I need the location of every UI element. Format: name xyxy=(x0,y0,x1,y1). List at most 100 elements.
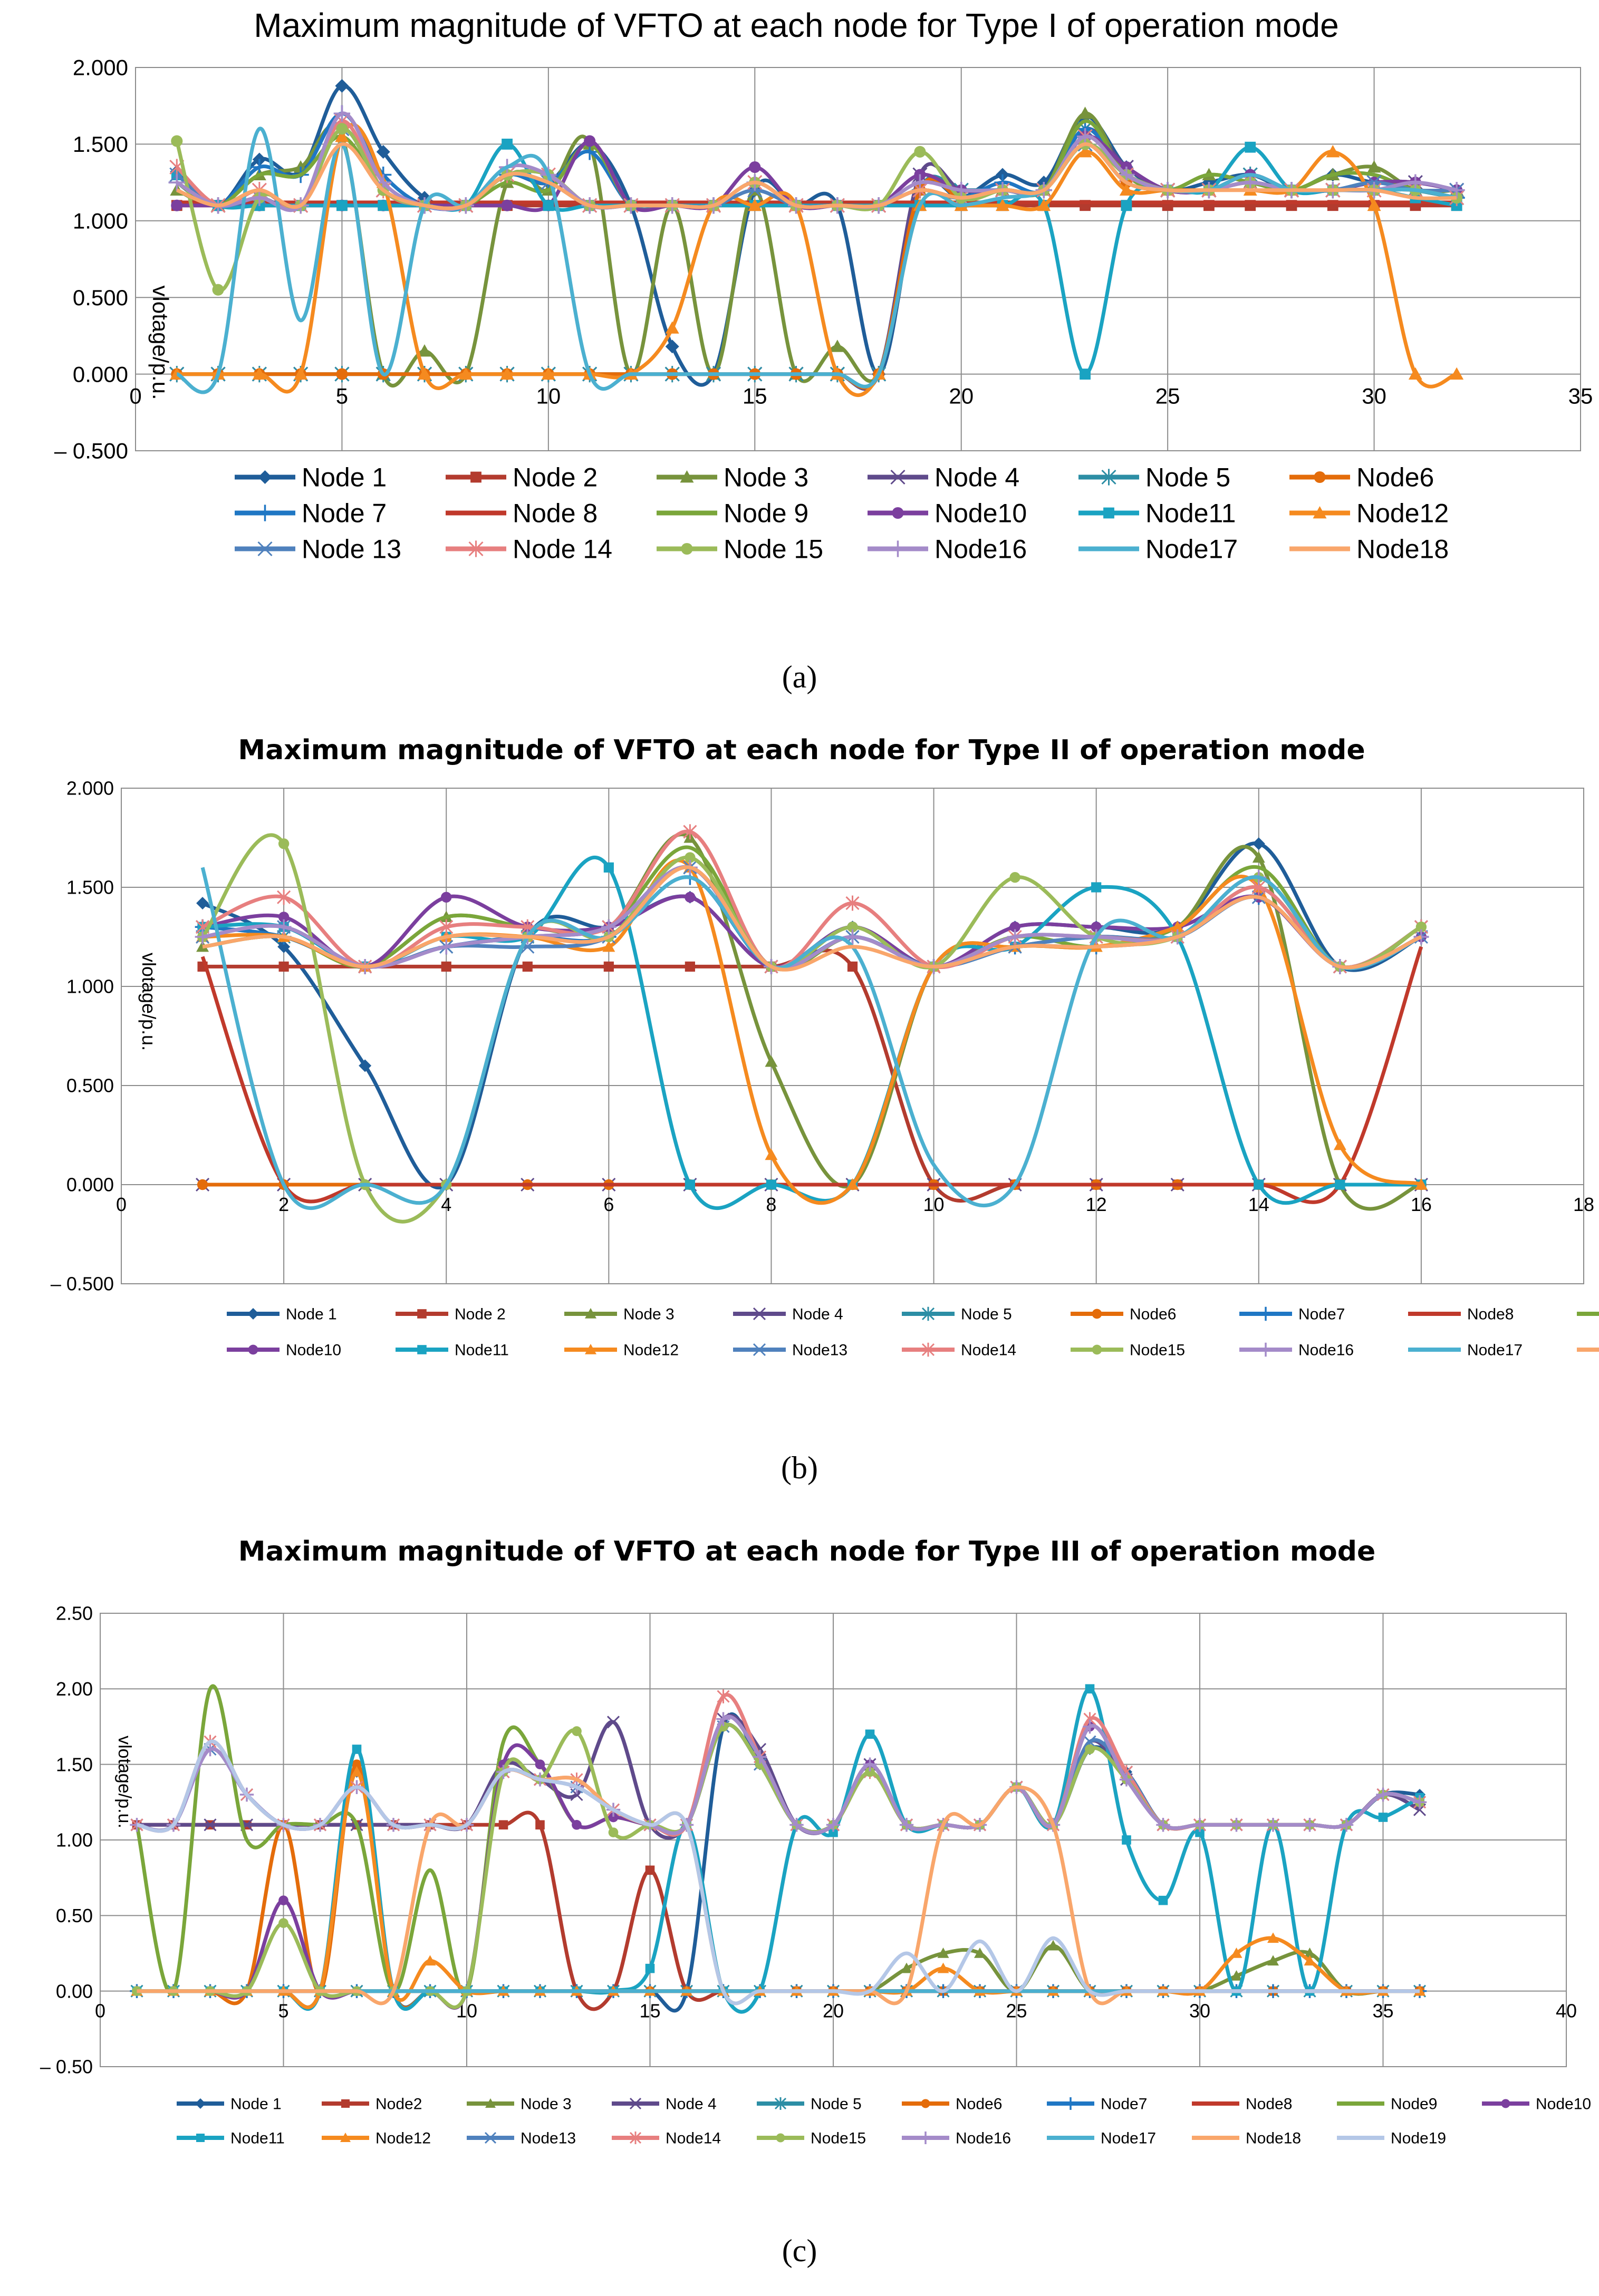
legend-label: Node17 xyxy=(1101,2130,1156,2147)
data-point xyxy=(276,919,292,935)
series-node18 xyxy=(176,142,1457,210)
data-point xyxy=(1415,922,1427,933)
data-point xyxy=(753,1750,767,1764)
legend-item: Node17 xyxy=(1408,1342,1523,1359)
legend-label: Node7 xyxy=(1101,2096,1147,2113)
series-group xyxy=(130,1684,1427,2014)
legend-item: Node 9 xyxy=(1577,1312,1599,1316)
legend-item: Node11 xyxy=(396,1342,509,1359)
data-point xyxy=(685,961,695,972)
data-point xyxy=(278,838,290,849)
legend-label: Node 15 xyxy=(724,535,823,564)
caption-a: (a) xyxy=(782,660,817,694)
x-tick-label: 0 xyxy=(95,2000,105,2022)
legend: Node 1 Node 2 Node 3 Node 4 Node 5 Node6 Node7… xyxy=(227,1306,1599,1359)
y-tick-label: 2.50 xyxy=(56,1603,93,1624)
legend-marker xyxy=(585,1308,596,1319)
data-point xyxy=(766,1179,777,1190)
data-point xyxy=(1230,1970,1242,1981)
data-point xyxy=(252,367,266,380)
data-point xyxy=(1245,141,1256,153)
data-point xyxy=(335,129,349,142)
data-point xyxy=(1267,1955,1279,1966)
data-point xyxy=(685,852,696,863)
legend-item: Node 1 xyxy=(227,1306,337,1323)
chart-b: Maximum magnitude of VFTO at each node f… xyxy=(51,734,1599,1359)
legend-item: Node14 xyxy=(902,1342,1016,1359)
data-point xyxy=(522,961,533,972)
data-point xyxy=(1252,837,1265,850)
legend-label: Node 1 xyxy=(230,2096,282,2113)
y-tick-label: 1.000 xyxy=(73,209,128,234)
legend-label: Node7 xyxy=(1298,1306,1345,1323)
legend-marker xyxy=(256,505,274,521)
data-point xyxy=(1118,166,1135,183)
data-point xyxy=(914,146,926,158)
legend-marker xyxy=(892,507,904,519)
data-point xyxy=(459,367,473,380)
data-point xyxy=(277,940,291,953)
legend-label: Node11 xyxy=(230,2130,285,2147)
data-point xyxy=(1367,198,1381,211)
legend-label: Node 5 xyxy=(811,2096,862,2113)
x-tick-label: 25 xyxy=(1006,2000,1027,2022)
series-node19 xyxy=(136,1739,1420,2006)
legend-label: Node17 xyxy=(1467,1342,1523,1359)
data-point xyxy=(1408,367,1422,380)
legend-item: Node 1 xyxy=(177,2096,282,2113)
legend-item: Node13 xyxy=(467,2130,576,2147)
x-tick-label: 0 xyxy=(116,1194,127,1215)
legend-item: Node11 xyxy=(177,2130,285,2147)
legend-item: Node6 xyxy=(1071,1306,1176,1323)
data-point xyxy=(1412,1795,1427,1809)
x-tick-label: 25 xyxy=(1155,384,1180,409)
legend-item: Node17 xyxy=(1078,535,1238,564)
data-point xyxy=(196,897,209,910)
legend-label: Node14 xyxy=(961,1342,1016,1359)
legend-item: Node18 xyxy=(1289,535,1449,564)
data-point xyxy=(1083,1719,1097,1734)
legend-label: Node18 xyxy=(1246,2130,1301,2147)
legend-item: Node7 xyxy=(1239,1306,1345,1323)
data-point xyxy=(1171,921,1184,932)
data-point xyxy=(1192,1818,1207,1832)
legend-item: Node 2 xyxy=(396,1306,506,1323)
data-point xyxy=(1376,1787,1390,1802)
data-point xyxy=(748,198,762,211)
x-tick-label: 8 xyxy=(766,1194,776,1215)
y-tick-label: 2.000 xyxy=(73,55,128,80)
data-point xyxy=(685,892,696,903)
chart-a: Maximum magnitude of VFTO at each node f… xyxy=(54,6,1593,564)
data-point xyxy=(601,919,617,935)
legend-label: Node 13 xyxy=(302,535,401,564)
chart-c: Maximum magnitude of VFTO at each node f… xyxy=(40,1536,1591,2147)
data-point xyxy=(1448,182,1465,199)
legend-marker xyxy=(1258,1306,1273,1321)
data-point xyxy=(336,200,348,211)
data-point xyxy=(665,321,679,334)
x-tick-label: 12 xyxy=(1086,1194,1107,1215)
data-point xyxy=(418,344,431,357)
legend-item: Node10 xyxy=(1482,2096,1591,2113)
data-point xyxy=(212,284,224,296)
legend-label: Node19 xyxy=(1391,2130,1446,2147)
series-group xyxy=(168,79,1465,397)
legend-item: Node8 xyxy=(1192,2096,1292,2113)
legend-marker xyxy=(195,2098,206,2109)
legend-marker xyxy=(468,540,484,557)
legend-marker xyxy=(753,1343,766,1357)
data-point xyxy=(845,895,860,911)
legend-label: Node16 xyxy=(1298,1342,1354,1359)
y-axis-label: vlotage/p.u. xyxy=(114,1736,134,1828)
x-tick-label: 6 xyxy=(603,1194,614,1215)
legend-item: Node2 xyxy=(322,2096,422,2113)
data-point xyxy=(1242,174,1259,191)
legend-label: Node13 xyxy=(792,1342,847,1359)
data-point xyxy=(168,174,185,191)
data-point xyxy=(865,1729,875,1739)
legend-label: Node 1 xyxy=(302,463,387,492)
data-point xyxy=(500,367,514,380)
series-line xyxy=(137,1687,1421,2014)
y-tick-label: 0.500 xyxy=(66,1075,114,1097)
legend-item: Node18 xyxy=(1577,1348,1599,1352)
